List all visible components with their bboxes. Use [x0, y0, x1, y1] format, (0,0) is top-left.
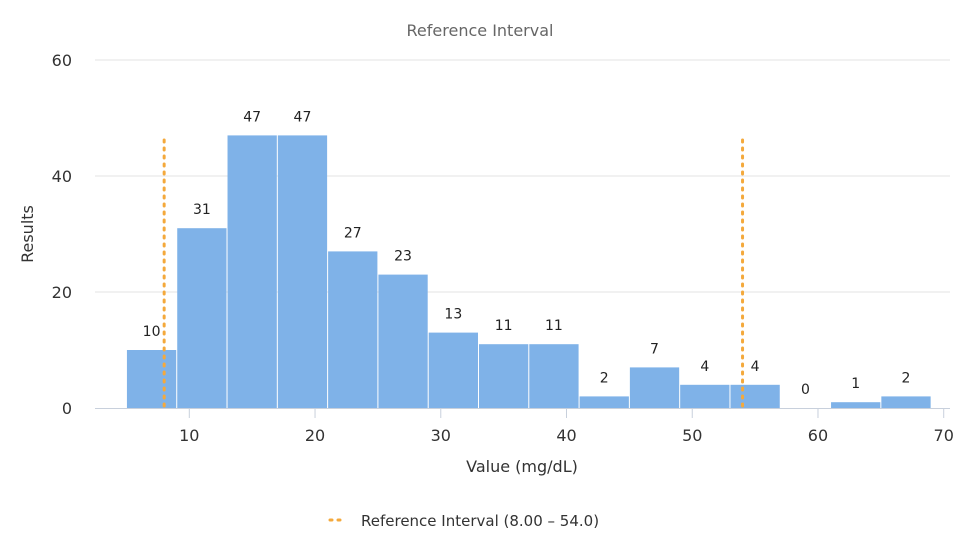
bar-value-label: 13 — [444, 307, 462, 323]
bar-value-label: 2 — [600, 370, 609, 386]
histogram-bar — [881, 396, 931, 408]
bar-value-label: 31 — [193, 202, 211, 218]
x-tick-label: 40 — [556, 426, 576, 445]
bar-value-label: 2 — [902, 370, 911, 386]
legend-label: Reference Interval (8.00 – 54.0) — [361, 512, 599, 530]
x-axis-title: Value (mg/dL) — [466, 457, 578, 476]
legend[interactable]: Reference Interval (8.00 – 54.0) — [328, 512, 599, 530]
y-tick-label: 40 — [52, 167, 72, 186]
histogram-bar — [277, 135, 328, 408]
histogram-bar — [227, 135, 277, 408]
y-tick-label: 0 — [62, 399, 72, 418]
bar-value-label: 1 — [851, 376, 860, 392]
histogram-bar — [629, 367, 680, 408]
y-axis-ticks: 0 20 40 60 — [52, 51, 72, 418]
chart-title: Reference Interval — [407, 21, 554, 40]
y-tick-label: 60 — [52, 51, 72, 70]
histogram-bar — [579, 396, 629, 408]
reference-lines — [162, 138, 745, 410]
bar-value-label: 47 — [294, 109, 312, 125]
histogram-bar — [428, 332, 478, 408]
histogram-bar — [680, 384, 730, 408]
bar-value-label: 11 — [545, 318, 563, 334]
bars — [126, 135, 931, 408]
histogram-bar — [529, 344, 579, 408]
x-tick-label: 30 — [431, 426, 451, 445]
x-tick-label: 20 — [305, 426, 325, 445]
x-tick-label: 50 — [682, 426, 702, 445]
bar-value-label: 27 — [344, 225, 362, 241]
x-tick-label: 10 — [179, 426, 199, 445]
histogram-bar — [378, 274, 428, 408]
bar-value-label: 11 — [495, 318, 513, 334]
bar-value-label: 0 — [801, 382, 810, 398]
histogram-bar — [126, 350, 177, 408]
bar-value-label: 47 — [243, 109, 261, 125]
histogram-bar — [831, 402, 881, 408]
y-tick-label: 20 — [52, 283, 72, 302]
x-tick-label: 60 — [808, 426, 828, 445]
histogram-bar — [478, 344, 529, 408]
bar-value-label: 7 — [650, 341, 659, 357]
x-tick-label: 70 — [934, 426, 954, 445]
histogram-bar — [328, 251, 378, 408]
histogram-bar — [177, 228, 227, 408]
bar-value-label: 4 — [751, 359, 760, 375]
bar-value-label: 23 — [394, 249, 412, 265]
y-axis-title: Results — [18, 205, 37, 263]
histogram-bar — [730, 384, 780, 408]
bar-value-label: 10 — [143, 324, 161, 340]
bar-value-label: 4 — [700, 359, 709, 375]
x-axis-ticks: 10 20 30 40 50 60 70 — [179, 408, 954, 445]
